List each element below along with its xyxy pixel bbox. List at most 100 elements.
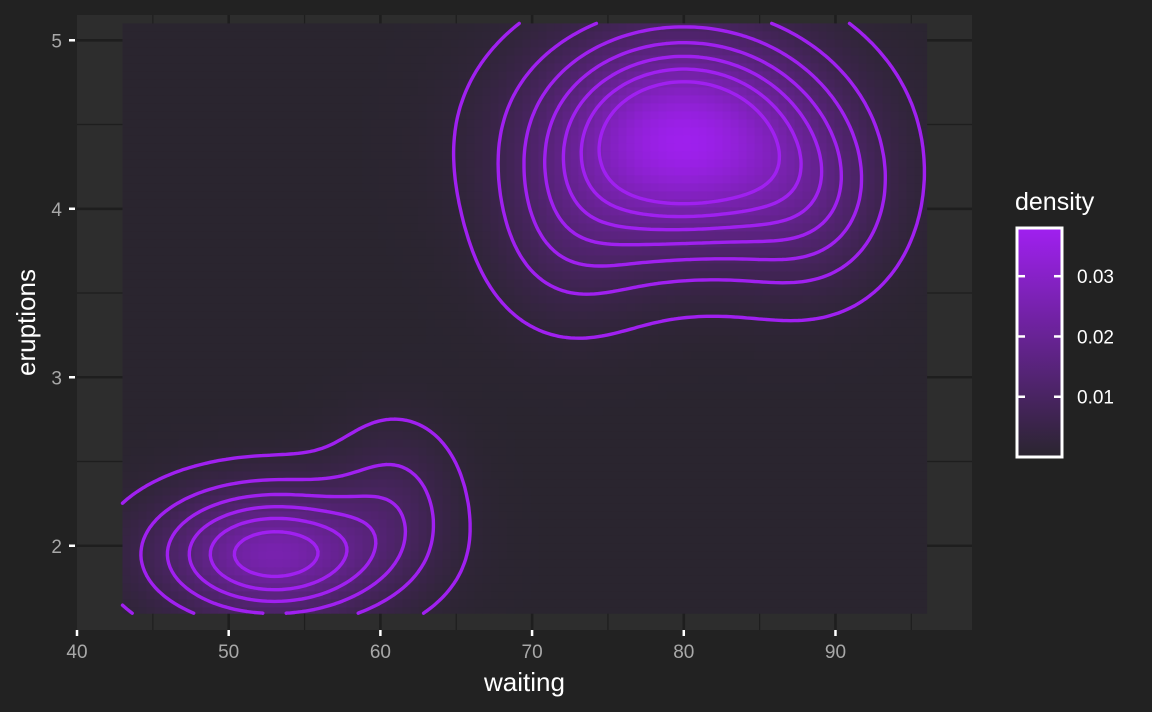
density-cell (914, 335, 924, 344)
density-cell (234, 135, 244, 144)
density-cell (866, 23, 876, 32)
density-cell (906, 119, 916, 128)
density-cell (690, 367, 700, 376)
density-cell (442, 87, 452, 96)
density-cell (922, 207, 928, 216)
density-cell (282, 87, 292, 96)
density-cell (522, 119, 532, 128)
density-cell (898, 71, 908, 80)
density-cell (186, 95, 196, 104)
density-cell (626, 95, 636, 104)
density-cell (322, 351, 332, 360)
density-cell (362, 23, 372, 32)
density-cell (554, 231, 564, 240)
density-cell (394, 303, 404, 312)
density-cell (722, 135, 732, 144)
density-cell (522, 247, 532, 256)
density-cell (530, 311, 540, 320)
density-cell (330, 103, 340, 112)
density-cell (802, 151, 812, 160)
density-cell (218, 199, 228, 208)
density-cell (226, 399, 236, 408)
density-cell (802, 319, 812, 328)
density-cell (818, 255, 828, 264)
density-cell (490, 63, 500, 72)
density-cell (866, 143, 876, 152)
density-cell (546, 279, 556, 288)
density-cell (402, 399, 412, 408)
density-cell (242, 295, 252, 304)
density-cell (338, 271, 348, 280)
density-cell (386, 271, 396, 280)
density-cell (602, 359, 612, 368)
density-cell (218, 359, 228, 368)
density-cell (642, 175, 652, 184)
density-cell (138, 391, 148, 400)
density-cell (554, 407, 564, 416)
density-cell (370, 159, 380, 168)
density-cell (738, 407, 748, 416)
density-cell (666, 327, 676, 336)
density-cell (834, 31, 844, 40)
density-cell (674, 271, 684, 280)
density-cell (498, 87, 508, 96)
density-cell (234, 367, 244, 376)
density-cell (650, 199, 660, 208)
density-cell (642, 263, 652, 272)
density-cell (770, 71, 780, 80)
density-cell (250, 39, 260, 48)
density-cell (578, 247, 588, 256)
density-cell (394, 111, 404, 120)
density-cell (818, 303, 828, 312)
density-cell (138, 335, 148, 344)
density-cell (650, 407, 660, 416)
density-cell (306, 47, 316, 56)
density-cell (538, 399, 548, 408)
density-cell (450, 47, 460, 56)
density-cell (602, 335, 612, 344)
density-cell (770, 151, 780, 160)
density-cell (642, 135, 652, 144)
density-cell (914, 351, 924, 360)
density-cell (290, 239, 300, 248)
density-cell (522, 111, 532, 120)
density-cell (322, 295, 332, 304)
density-cell (394, 375, 404, 384)
density-cell (202, 183, 212, 192)
density-cell (914, 151, 924, 160)
density-cell (914, 79, 924, 88)
density-cell (258, 375, 268, 384)
density-cell (194, 391, 204, 400)
density-cell (898, 151, 908, 160)
density-cell (354, 255, 364, 264)
density-cell (826, 343, 836, 352)
density-cell (210, 167, 220, 176)
density-cell (674, 335, 684, 344)
density-cell (906, 391, 916, 400)
density-cell (706, 287, 716, 296)
density-cell (274, 415, 284, 424)
density-cell (218, 287, 228, 296)
density-cell (898, 127, 908, 136)
density-cell (362, 207, 372, 216)
density-cell (874, 159, 884, 168)
density-cell (626, 183, 636, 192)
density-cell (394, 23, 404, 32)
density-cell (474, 215, 484, 224)
density-cell (282, 23, 292, 32)
density-cell (746, 351, 756, 360)
density-cell (594, 375, 604, 384)
density-cell (674, 31, 684, 40)
density-cell (170, 79, 180, 88)
density-cell (474, 247, 484, 256)
density-cell (410, 87, 420, 96)
density-cell (634, 63, 644, 72)
density-cell (466, 295, 476, 304)
density-cell (890, 319, 900, 328)
density-cell (418, 119, 428, 128)
density-cell (122, 183, 132, 192)
density-cell (626, 55, 636, 64)
density-cell (698, 55, 708, 64)
density-cell (890, 191, 900, 200)
density-cell (282, 415, 292, 424)
